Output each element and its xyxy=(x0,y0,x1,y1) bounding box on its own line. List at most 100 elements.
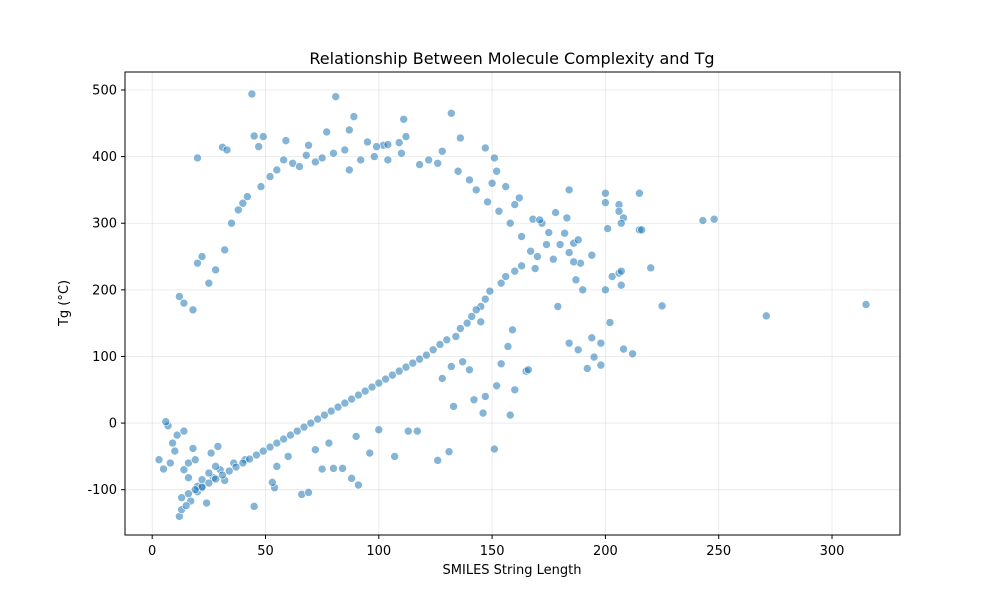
data-point xyxy=(433,158,443,168)
y-tick-label: 200 xyxy=(92,283,117,298)
data-point xyxy=(462,318,472,328)
data-point xyxy=(188,305,198,315)
data-point xyxy=(326,406,336,416)
y-tick-label: 0 xyxy=(109,417,117,432)
data-point xyxy=(238,458,248,468)
data-point xyxy=(587,333,597,343)
y-tick-label: 400 xyxy=(92,150,117,165)
data-point xyxy=(320,410,329,420)
data-point xyxy=(698,216,708,225)
data-point xyxy=(564,185,574,195)
data-point xyxy=(354,480,363,490)
data-point xyxy=(254,142,263,151)
data-point xyxy=(281,136,291,145)
data-point xyxy=(564,248,574,257)
data-point xyxy=(449,402,458,411)
data-point xyxy=(197,252,207,261)
data-point xyxy=(211,474,220,484)
data-point xyxy=(170,446,180,456)
x-tick-label: 150 xyxy=(480,544,505,559)
data-point xyxy=(569,257,578,267)
data-point xyxy=(292,426,302,436)
data-point xyxy=(476,317,486,327)
data-point xyxy=(351,432,361,441)
data-point xyxy=(478,408,488,418)
data-point xyxy=(490,444,499,454)
data-point xyxy=(616,266,626,276)
data-point xyxy=(338,464,347,473)
data-point xyxy=(222,145,232,155)
data-point xyxy=(435,340,445,349)
data-point xyxy=(505,410,515,420)
data-point xyxy=(354,390,363,400)
data-point xyxy=(415,354,424,364)
data-point xyxy=(267,478,277,487)
data-point xyxy=(508,325,517,335)
data-point xyxy=(206,448,216,458)
data-point xyxy=(510,200,520,209)
data-point xyxy=(442,335,452,345)
data-point xyxy=(424,155,433,165)
data-point xyxy=(471,305,481,315)
data-point xyxy=(184,489,193,498)
data-point xyxy=(179,298,189,308)
data-point xyxy=(397,148,406,158)
y-tick-label: 500 xyxy=(92,83,117,98)
data-point xyxy=(596,338,606,348)
data-point xyxy=(465,365,474,375)
data-point xyxy=(635,188,644,198)
data-point xyxy=(589,352,599,362)
x-tick-label: 50 xyxy=(257,544,274,559)
data-point xyxy=(453,166,463,176)
data-point xyxy=(501,272,511,281)
y-tick-label: 300 xyxy=(92,217,117,232)
data-point xyxy=(247,89,257,99)
data-point xyxy=(573,345,583,355)
x-tick-label: 300 xyxy=(820,544,845,559)
data-point xyxy=(503,342,513,351)
data-point xyxy=(496,278,506,288)
data-point xyxy=(243,192,252,201)
data-point xyxy=(193,258,202,268)
data-point xyxy=(481,294,490,304)
data-point xyxy=(286,430,295,440)
data-point xyxy=(360,386,370,396)
data-point xyxy=(526,246,535,256)
data-point xyxy=(564,338,574,348)
plot-frame xyxy=(124,71,901,536)
data-point xyxy=(179,465,189,475)
chart-title: Relationship Between Molecule Complexity… xyxy=(309,49,714,68)
data-point xyxy=(204,278,214,288)
data-point xyxy=(428,345,438,355)
data-point xyxy=(422,350,431,360)
data-point xyxy=(349,112,359,121)
data-point xyxy=(413,426,422,436)
data-point xyxy=(517,261,526,271)
data-point xyxy=(279,434,288,444)
data-point xyxy=(306,418,316,428)
data-point xyxy=(369,152,379,161)
data-point xyxy=(533,252,542,261)
data-point xyxy=(628,349,637,359)
data-point xyxy=(347,474,356,483)
data-point xyxy=(555,240,565,249)
data-point xyxy=(345,165,354,175)
data-point xyxy=(601,285,610,295)
data-point xyxy=(399,114,409,124)
data-point xyxy=(492,166,501,176)
data-point xyxy=(374,425,384,435)
data-point xyxy=(317,464,327,474)
data-point xyxy=(481,392,490,401)
data-point xyxy=(304,488,313,497)
data-point xyxy=(231,462,241,472)
data-point xyxy=(258,132,268,141)
data-point xyxy=(709,214,719,224)
data-point xyxy=(272,165,282,175)
x-tick-label: 250 xyxy=(706,544,731,559)
data-point xyxy=(578,285,588,295)
y-axis-ticks: -100 0 100 200 300 400 500 xyxy=(87,83,125,498)
data-point xyxy=(258,446,268,456)
data-point xyxy=(311,157,320,167)
